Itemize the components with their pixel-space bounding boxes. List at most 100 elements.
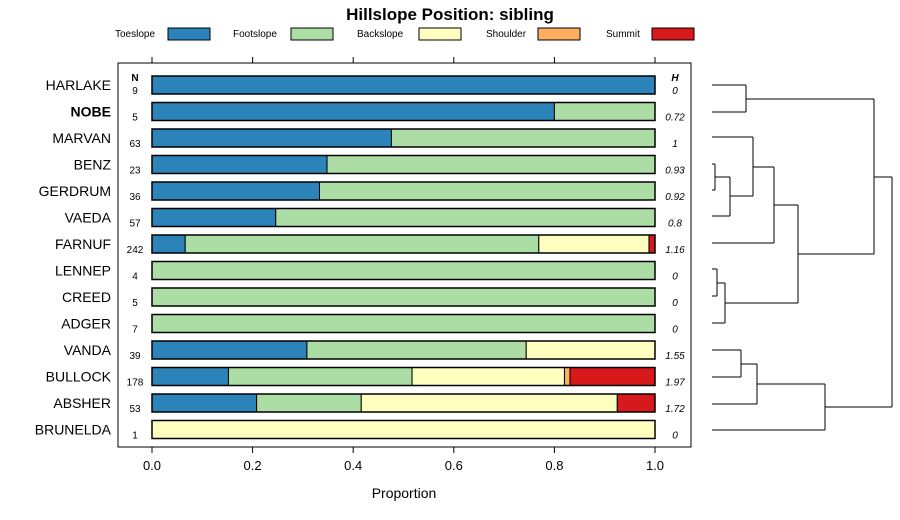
dendro-link-vanda-bullock [712, 349, 742, 378]
dendro-link-harlake-nobe [712, 84, 747, 113]
bar-outline-adger [151, 313, 656, 334]
category-label-nobe: NOBE [71, 104, 111, 120]
bar-outline-gerdrum [151, 181, 656, 201]
dendro-link-adger [712, 282, 726, 324]
bar-outline-lennep [151, 260, 656, 281]
h-value-brunelda: 0 [672, 431, 678, 442]
n-value-farnuf: 242 [127, 245, 144, 256]
n-value-creed: 5 [132, 298, 138, 309]
n-value-harlake: 9 [132, 86, 138, 97]
h-value-bullock: 1.97 [665, 378, 685, 389]
dendro-link-marvan [712, 136, 754, 197]
h-value-absher: 1.72 [665, 404, 685, 415]
bar-segment-vanda-footslope [306, 340, 527, 360]
n-value-vanda: 39 [129, 351, 141, 362]
bars-group [151, 75, 656, 440]
n-value-nobe: 5 [132, 113, 138, 124]
dendrogram [712, 84, 893, 431]
bar-outline-vanda [151, 340, 656, 360]
bar-outline-brunelda [151, 419, 656, 440]
bar-segment-bullock-footslope [227, 367, 413, 386]
bar-segment-vaeda-footslope [275, 208, 656, 227]
category-label-marvan: MARVAN [52, 130, 111, 146]
x-tick-label: 1.0 [646, 458, 664, 473]
n-value-adger: 7 [132, 325, 138, 336]
category-labels: HARLAKE NOBE MARVAN BENZ GERDRUM VAEDA FARNUF L… [35, 77, 112, 438]
category-label-lennep: LENNEP [55, 263, 111, 279]
h-value-creed: 0 [672, 298, 678, 309]
legend-swatch-shoulder [537, 27, 581, 41]
bar-outline-marvan [151, 128, 656, 148]
category-label-adger: ADGER [61, 316, 111, 332]
bar-outline-benz [151, 154, 656, 175]
bar-segment-absher-footslope [256, 393, 362, 413]
legend-label-footslope: Footslope [233, 29, 277, 40]
bar-segment-vanda-backslope [525, 340, 656, 360]
chart-title: Hillslope Position: sibling [346, 5, 554, 24]
n-value-lennep: 4 [132, 272, 138, 283]
h-column: 0 0.72 1 0.93 0.92 0.8 1.16 0 0 0 1.55 1.97 1.72 0 [665, 86, 685, 442]
category-label-gerdrum: GERDRUM [39, 183, 111, 199]
bar-segment-farnuf-toeslope [151, 234, 186, 254]
n-value-absher: 53 [129, 404, 141, 415]
legend-label-toeslope: Toeslope [115, 29, 155, 40]
bar-outline-vaeda [151, 207, 656, 228]
bar-segment-brunelda-backslope [151, 420, 656, 439]
h-header: H [671, 73, 679, 84]
h-value-benz: 0.93 [665, 166, 685, 177]
x-axis-label: Proportion [372, 485, 437, 501]
bar-segment-absher-backslope [360, 393, 618, 413]
category-label-farnuf: FARNUF [55, 236, 111, 252]
bar-segment-bullock-shoulder [563, 367, 571, 386]
category-label-brunelda: BRUNELDA [35, 422, 112, 438]
h-value-nobe: 0.72 [665, 113, 685, 124]
category-label-vanda: VANDA [64, 342, 112, 358]
bar-segment-benz-toeslope [151, 155, 328, 174]
bar-segment-lennep-footslope [151, 261, 656, 280]
x-tick-label: 0.8 [545, 458, 563, 473]
bar-segment-marvan-toeslope [151, 128, 392, 148]
dendro-link-farnuf [712, 166, 775, 244]
bar-segment-nobe-toeslope [151, 102, 555, 121]
bar-segment-farnuf-backslope [538, 234, 650, 254]
category-label-vaeda: VAEDA [65, 210, 112, 226]
h-value-harlake: 0 [672, 86, 678, 97]
bar-segment-marvan-footslope [390, 128, 656, 148]
bar-segment-adger-footslope [151, 314, 656, 333]
bar-segment-vaeda-toeslope [151, 208, 277, 227]
legend-swatch-backslope [418, 27, 462, 41]
x-tick-label: 0.6 [445, 458, 463, 473]
legend-label-summit: Summit [606, 29, 640, 40]
dendro-link-top-upper [746, 98, 875, 255]
bar-segment-farnuf-summit [648, 234, 656, 254]
x-axis: 0.0 0.2 0.4 0.6 0.8 1.0 [143, 57, 664, 473]
h-value-vanda: 1.55 [665, 351, 685, 362]
bar-outline-absher [151, 393, 656, 413]
bar-outline-creed [151, 287, 656, 307]
h-value-marvan: 1 [672, 139, 678, 150]
bar-segment-vanda-toeslope [151, 340, 308, 360]
bar-segment-farnuf-footslope [184, 234, 540, 254]
x-tick-label: 0.4 [344, 458, 362, 473]
bar-segment-gerdrum-footslope [318, 181, 656, 201]
h-value-vaeda: 0.8 [668, 219, 682, 230]
bar-outline-nobe [151, 101, 656, 122]
dendro-link-brunelda [712, 383, 826, 431]
x-tick-label: 0.2 [244, 458, 262, 473]
category-label-harlake: HARLAKE [46, 77, 111, 93]
n-value-vaeda: 57 [129, 219, 141, 230]
n-value-benz: 23 [129, 166, 141, 177]
bar-segment-bullock-toeslope [151, 367, 229, 386]
dendro-link-benz-gerdrum [712, 163, 716, 191]
bar-segment-creed-footslope [151, 287, 656, 307]
n-value-bullock: 178 [127, 378, 144, 389]
legend-swatch-toeslope [167, 27, 211, 41]
n-value-brunelda: 1 [132, 431, 138, 442]
category-label-creed: CREED [62, 289, 111, 305]
legend-swatch-summit [651, 27, 695, 41]
bar-outline-harlake [151, 75, 656, 95]
dendro-link-lennep-creed [712, 268, 718, 297]
bar-segment-bullock-backslope [411, 367, 565, 386]
